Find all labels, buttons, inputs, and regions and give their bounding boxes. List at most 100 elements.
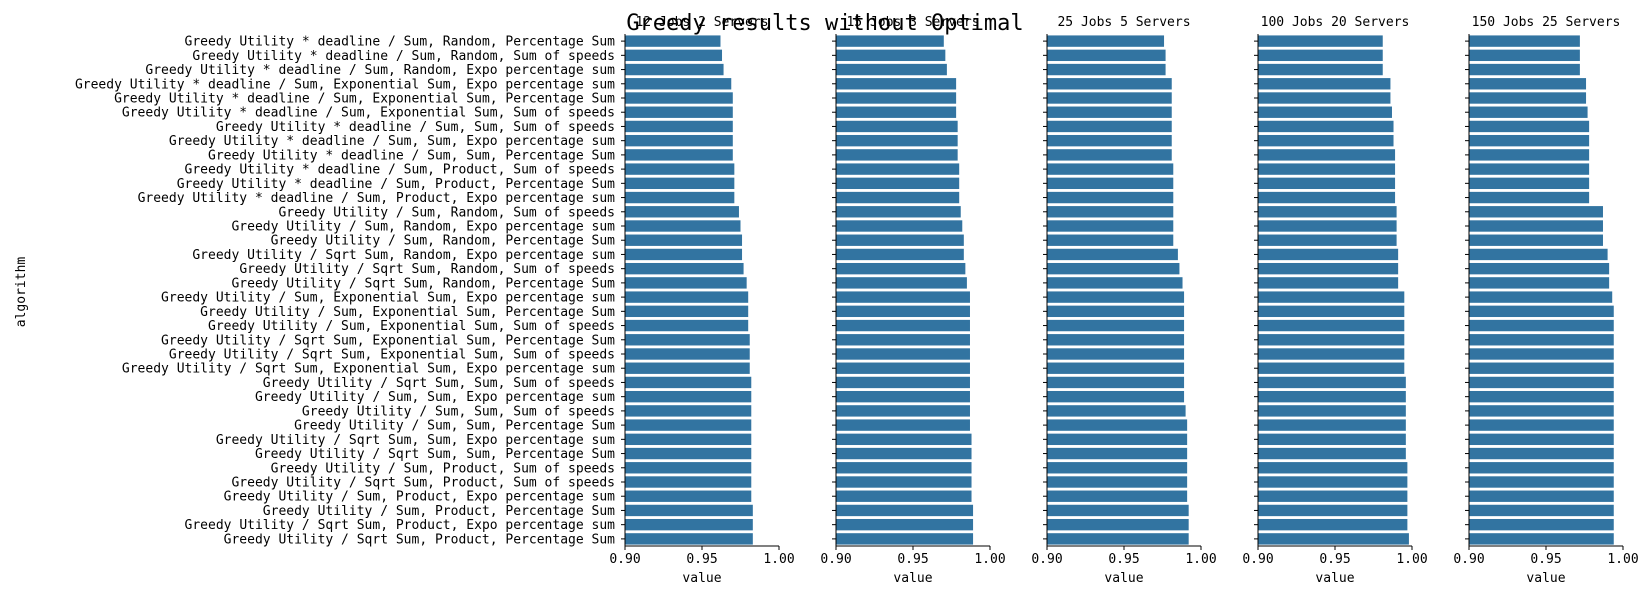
y-tick-label: Greedy Utility / Sqrt Sum, Random, Perce… xyxy=(231,276,615,291)
bar xyxy=(1469,447,1614,460)
y-tick-label: Greedy Utility * deadline / Sum, Random,… xyxy=(145,63,615,78)
bar xyxy=(1258,504,1408,517)
bar xyxy=(1258,518,1408,531)
x-tick-label: 0.95 xyxy=(686,552,717,567)
bar xyxy=(1258,305,1405,318)
x-axis-label: value xyxy=(1315,571,1354,586)
y-tick-label: Greedy Utility / Sum, Product, Sum of sp… xyxy=(271,461,615,476)
y-tick-label: Greedy Utility / Sum, Sum, Sum of speeds xyxy=(302,404,615,419)
subplot-panel: 0.90 0.95 1.00 value 150 Jobs 25 Servers xyxy=(1453,15,1638,586)
y-tick-label: Greedy Utility / Sqrt Sum, Product, Perc… xyxy=(224,532,616,547)
bar xyxy=(1258,78,1391,90)
bar xyxy=(836,291,970,303)
bar xyxy=(1258,262,1399,275)
bar xyxy=(625,533,753,545)
bar xyxy=(625,63,724,76)
y-tick-label: Greedy Utility / Sqrt Sum, Exponential S… xyxy=(169,348,615,363)
bar xyxy=(1469,376,1614,389)
bar xyxy=(1047,163,1174,175)
y-tick-label: Greedy Utility / Sqrt Sum, Product, Sum … xyxy=(231,476,615,491)
y-tick-label: Greedy Utility / Sum, Sum, Expo percenta… xyxy=(255,390,615,405)
bar xyxy=(836,35,944,47)
bar xyxy=(625,433,752,446)
bar xyxy=(1047,234,1174,246)
bar xyxy=(1047,405,1186,417)
bar xyxy=(1258,376,1406,389)
bar xyxy=(1469,177,1590,190)
bar xyxy=(1258,433,1406,446)
bar xyxy=(625,390,752,403)
bar xyxy=(1258,177,1396,190)
bar xyxy=(836,49,946,62)
bar xyxy=(1258,134,1394,147)
bar xyxy=(1258,220,1397,232)
bar xyxy=(1047,291,1185,303)
y-tick-labels: Greedy Utility * deadline / Sum, Random,… xyxy=(75,35,615,548)
bar xyxy=(1047,49,1166,62)
bar xyxy=(625,120,733,133)
bar xyxy=(1469,92,1587,104)
bar xyxy=(1258,348,1405,360)
y-tick-label: Greedy Utility / Sqrt Sum, Sum, Sum of s… xyxy=(263,376,615,391)
bar xyxy=(1258,206,1397,218)
subplot-panel: 0.90 0.95 1.00 value 12 Jobs 2 Servers xyxy=(609,15,794,586)
bar xyxy=(1469,120,1590,133)
x-tick-label: 0.95 xyxy=(1530,552,1561,567)
bar xyxy=(625,319,749,332)
bar xyxy=(1469,234,1603,246)
x-tick-label: 0.95 xyxy=(1319,552,1350,567)
bar xyxy=(836,206,961,218)
bar xyxy=(625,177,735,190)
bar xyxy=(1047,462,1188,474)
bar xyxy=(1047,533,1189,545)
bar xyxy=(1258,390,1406,403)
bar xyxy=(625,291,749,303)
chart-title: Greedy results without Optimal xyxy=(626,11,1023,36)
subplot-title: 150 Jobs 25 Servers xyxy=(1472,15,1621,30)
y-tick-label: Greedy Utility / Sqrt Sum, Random, Sum o… xyxy=(239,262,615,277)
subplot-panel: 0.90 0.95 1.00 value 25 Jobs 5 Servers xyxy=(1031,15,1216,586)
bar xyxy=(625,191,735,204)
bar xyxy=(1258,234,1397,246)
bar xyxy=(1469,362,1614,374)
bar xyxy=(1047,106,1172,118)
bar xyxy=(1047,433,1188,446)
subplot-title: 12 Jobs 2 Servers xyxy=(635,15,768,30)
bar xyxy=(1469,163,1590,175)
subplot-panel: 0.90 0.95 1.00 value 100 Jobs 20 Servers xyxy=(1242,15,1427,586)
bar xyxy=(1258,49,1383,62)
bar xyxy=(836,376,970,389)
subplot-title: 100 Jobs 20 Servers xyxy=(1261,15,1410,30)
bar xyxy=(836,106,957,118)
bar xyxy=(1469,248,1608,261)
bar xyxy=(836,462,972,474)
bar xyxy=(1258,462,1408,474)
y-tick-label: Greedy Utility / Sum, Random, Expo perce… xyxy=(231,220,615,235)
bar xyxy=(1469,462,1614,474)
bar xyxy=(1258,447,1406,460)
y-tick-label: Greedy Utility * deadline / Sum, Sum, Su… xyxy=(216,120,615,135)
bar xyxy=(1469,533,1614,545)
x-tick-label: 0.90 xyxy=(609,552,640,567)
bar xyxy=(1047,305,1185,318)
bar xyxy=(1047,376,1185,389)
bar xyxy=(1469,206,1603,218)
bar xyxy=(1047,490,1188,502)
bar xyxy=(836,490,972,502)
bar xyxy=(625,376,752,389)
y-tick-label: Greedy Utility / Sum, Product, Percentag… xyxy=(263,504,615,519)
bar xyxy=(1047,390,1185,403)
bar xyxy=(1469,334,1614,346)
y-tick-label: Greedy Utility * deadline / Sum, Sum, Ex… xyxy=(169,134,615,149)
bar xyxy=(1047,419,1188,431)
bar xyxy=(625,419,752,431)
bar xyxy=(625,405,752,417)
bar xyxy=(1047,120,1172,133)
bar xyxy=(1258,533,1409,545)
bar xyxy=(1469,390,1614,403)
bar xyxy=(836,163,960,175)
bar xyxy=(1047,277,1183,289)
y-tick-label: Greedy Utility / Sum, Random, Percentage… xyxy=(271,234,616,249)
bar xyxy=(836,433,972,446)
